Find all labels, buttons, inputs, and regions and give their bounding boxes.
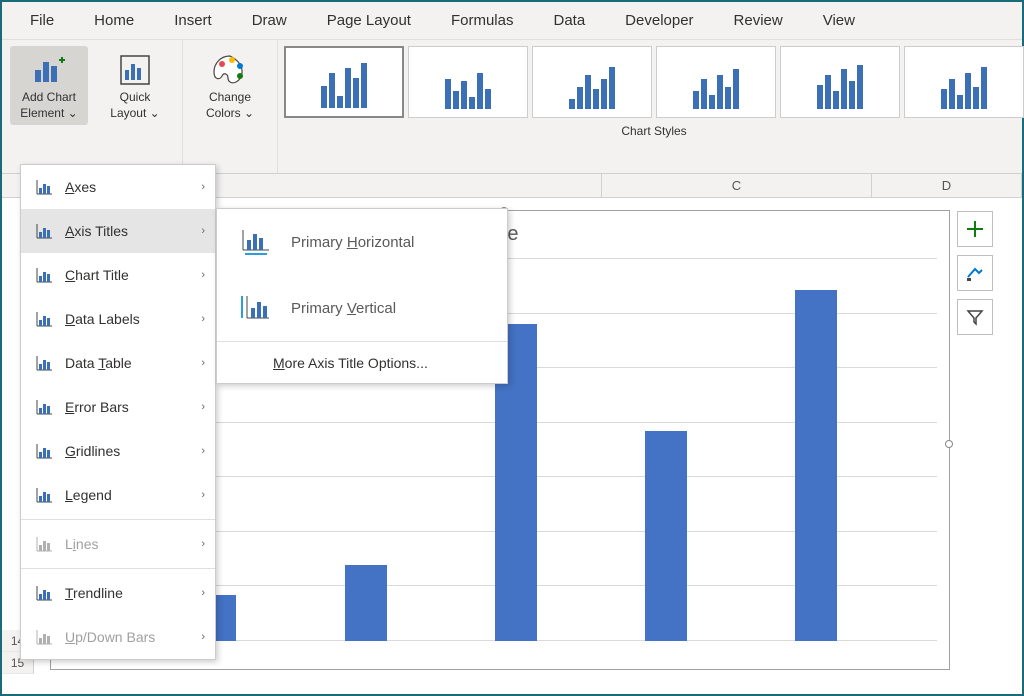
menu-item-label: Trendline	[57, 585, 201, 601]
column-header-d[interactable]: D	[872, 174, 1022, 197]
primary-vertical-label: Primary Vertical	[275, 300, 396, 317]
ribbon-group-layouts: Add Chart Element ⌄ Quick Layout ⌄	[2, 40, 183, 173]
menu-item-chart-title[interactable]: Chart Title›	[21, 253, 215, 297]
menu-item-axes[interactable]: Axes›	[21, 165, 215, 209]
menu-item-label: Axis Titles	[57, 223, 201, 239]
menu-item-label: Error Bars	[57, 399, 201, 415]
column-header-c[interactable]: C	[602, 174, 872, 197]
more-axis-title-options[interactable]: More Axis Title Options...	[217, 341, 507, 383]
menu-item-label: Legend	[57, 487, 201, 503]
updown-bars-icon	[31, 628, 57, 646]
submenu-arrow-icon: ›	[201, 587, 205, 599]
menu-tab-developer[interactable]: Developer	[605, 4, 713, 37]
primary-horizontal-item[interactable]: Primary Horizontal	[217, 209, 507, 275]
add-chart-element-button[interactable]: Add Chart Element ⌄	[10, 46, 88, 125]
legend-icon	[31, 486, 57, 504]
chart-styles-label: Chart Styles	[278, 124, 1024, 142]
gridlines-icon	[31, 442, 57, 460]
primary-horizontal-label: Primary Horizontal	[275, 234, 414, 251]
axes-icon	[31, 178, 57, 196]
menu-item-label: Data Labels	[57, 311, 201, 327]
chart-style-thumb-5[interactable]	[780, 46, 900, 118]
chart-bar[interactable]	[345, 565, 387, 641]
submenu-arrow-icon: ›	[201, 357, 205, 369]
chart-style-thumb-4[interactable]	[656, 46, 776, 118]
menu-item-label: Axes	[57, 179, 201, 195]
chart-style-thumb-6[interactable]	[904, 46, 1024, 118]
menu-tab-formulas[interactable]: Formulas	[431, 4, 534, 37]
add-chart-element-label: Add Chart Element ⌄	[14, 90, 84, 121]
menu-item-data-labels[interactable]: Data Labels›	[21, 297, 215, 341]
chart-styles-button[interactable]	[957, 255, 993, 291]
data-table-icon	[31, 354, 57, 372]
data-labels-icon	[31, 310, 57, 328]
menu-tab-file[interactable]: File	[10, 4, 74, 37]
chart-style-thumb-3[interactable]	[532, 46, 652, 118]
add-chart-element-menu: Axes› Axis Titles› Chart Title› Data Lab…	[20, 164, 216, 660]
menu-item-gridlines[interactable]: Gridlines›	[21, 429, 215, 473]
menu-item-label: Data Table	[57, 355, 201, 371]
submenu-arrow-icon: ›	[201, 225, 205, 237]
submenu-arrow-icon: ›	[201, 401, 205, 413]
menu-tabs: FileHomeInsertDrawPage LayoutFormulasDat…	[2, 2, 1022, 40]
submenu-arrow-icon: ›	[201, 445, 205, 457]
chart-bar[interactable]	[645, 431, 687, 641]
menu-item-label: Lines	[57, 536, 201, 552]
chart-side-tools	[957, 211, 993, 335]
error-bars-icon	[31, 398, 57, 416]
change-colors-button[interactable]: Change Colors ⌄	[191, 46, 269, 125]
menu-tab-data[interactable]: Data	[533, 4, 605, 37]
change-colors-label: Change Colors ⌄	[195, 90, 265, 121]
quick-layout-button[interactable]: Quick Layout ⌄	[96, 46, 174, 125]
primary-horizontal-icon	[235, 228, 275, 256]
menu-item-axis-titles[interactable]: Axis Titles›	[21, 209, 215, 253]
change-colors-icon	[210, 50, 250, 90]
chart-title-icon	[31, 266, 57, 284]
menu-item-data-table[interactable]: Data Table›	[21, 341, 215, 385]
menu-item-lines: Lines›	[21, 522, 215, 566]
ribbon: Add Chart Element ⌄ Quick Layout ⌄	[2, 40, 1022, 174]
lines-icon	[31, 535, 57, 553]
menu-tab-draw[interactable]: Draw	[232, 4, 307, 37]
submenu-arrow-icon: ›	[201, 313, 205, 325]
menu-tab-review[interactable]: Review	[714, 4, 803, 37]
menu-tab-page-layout[interactable]: Page Layout	[307, 4, 431, 37]
axis-titles-submenu: Primary Horizontal Primary Vertical More…	[216, 208, 508, 384]
trendline-icon	[31, 584, 57, 602]
chart-filters-button[interactable]	[957, 299, 993, 335]
ribbon-group-colors: Change Colors ⌄	[183, 40, 278, 173]
submenu-arrow-icon: ›	[201, 631, 205, 643]
axis-titles-icon	[31, 222, 57, 240]
menu-item-error-bars[interactable]: Error Bars›	[21, 385, 215, 429]
menu-item-legend[interactable]: Legend›	[21, 473, 215, 517]
menu-item-updown-bars: Up/Down Bars›	[21, 615, 215, 659]
menu-tab-view[interactable]: View	[803, 4, 875, 37]
submenu-arrow-icon: ›	[201, 489, 205, 501]
add-chart-element-icon	[31, 50, 67, 90]
primary-vertical-icon	[235, 294, 275, 322]
quick-layout-label: Quick Layout ⌄	[100, 90, 170, 121]
ribbon-group-chart-styles: Chart Styles	[278, 40, 1024, 173]
menu-item-label: Chart Title	[57, 267, 201, 283]
quick-layout-icon	[117, 50, 153, 90]
menu-item-trendline[interactable]: Trendline›	[21, 571, 215, 615]
submenu-arrow-icon: ›	[201, 181, 205, 193]
chart-elements-button[interactable]	[957, 211, 993, 247]
menu-tab-insert[interactable]: Insert	[154, 4, 232, 37]
primary-vertical-item[interactable]: Primary Vertical	[217, 275, 507, 341]
chart-style-thumb-1[interactable]	[284, 46, 404, 118]
menu-tab-home[interactable]: Home	[74, 4, 154, 37]
menu-item-label: Gridlines	[57, 443, 201, 459]
menu-item-label: Up/Down Bars	[57, 629, 201, 645]
chart-bar[interactable]	[795, 290, 837, 641]
chart-style-thumb-2[interactable]	[408, 46, 528, 118]
submenu-arrow-icon: ›	[201, 538, 205, 550]
submenu-arrow-icon: ›	[201, 269, 205, 281]
